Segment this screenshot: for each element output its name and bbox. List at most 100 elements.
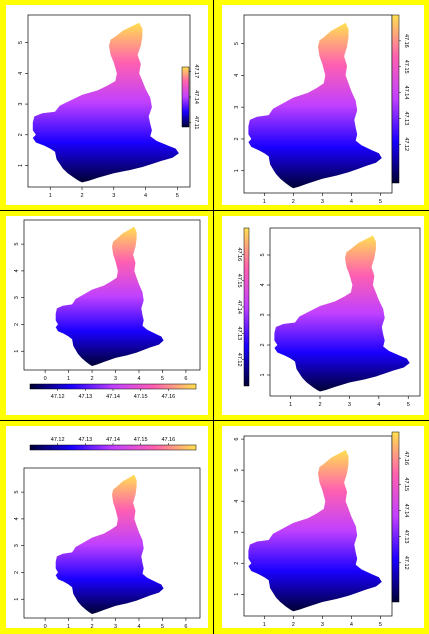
raster-region <box>32 22 179 183</box>
y-tick-label: 1 <box>14 350 20 353</box>
y-tick-label: 5 <box>14 243 20 246</box>
chart-svg: 1 2 3 4 5 1 2 3 4 5 47.11 47.14 47.17 <box>18 14 199 199</box>
grid-divider-row-1 <box>0 210 429 211</box>
legend-tick-label: 47.15 <box>134 437 148 443</box>
x-tick-label: 1 <box>263 622 266 628</box>
legend-tick-label: 47.15 <box>403 60 409 74</box>
y-tick-label: 4 <box>18 72 24 75</box>
y-tick-label: 2 <box>234 137 240 140</box>
legend-tick-label: 47.16 <box>236 247 242 261</box>
legend-tick-label: 47.14 <box>106 394 120 400</box>
legend-colorbar <box>29 383 197 390</box>
plot-frame <box>23 467 201 619</box>
x-tick-label: 1 <box>67 376 70 382</box>
legend-tick-label: 47.15 <box>236 274 242 288</box>
chart-svg: 1 2 3 4 5 1 2 3 4 5 47.12 47.13 47.14 47.15 47.16 <box>234 14 409 205</box>
legend-tick-label: 47.14 <box>403 86 409 100</box>
y-tick-label: 4 <box>234 74 240 77</box>
legend-tick-label: 47.11 <box>193 116 199 129</box>
legend-tick-label: 47.13 <box>236 326 242 340</box>
plot-frame <box>23 219 201 371</box>
legend-tick-label: 47.13 <box>78 437 92 443</box>
raster-region <box>274 235 410 392</box>
x-tick-label: 3 <box>348 402 351 408</box>
x-tick-label: 3 <box>114 624 117 628</box>
y-tick-label: 5 <box>260 253 266 256</box>
legend-tick-label: 47.12 <box>236 353 242 367</box>
x-tick-label: 4 <box>137 376 140 382</box>
x-tick-label: 6 <box>184 624 187 628</box>
chart-svg: 0 1 2 3 4 5 6 1 2 3 4 5 47.12 47.13 47.14 47.15 47.16 <box>14 437 201 628</box>
y-tick-label: 1 <box>260 373 266 376</box>
y-tick-label: 4 <box>14 517 20 520</box>
y-tick-label: 4 <box>234 500 240 503</box>
y-tick-label: 1 <box>234 169 240 172</box>
x-tick-label: 3 <box>321 199 324 205</box>
legend-tick-label: 47.14 <box>236 300 242 314</box>
y-tick-label: 4 <box>14 269 20 272</box>
x-tick-label: 5 <box>161 376 164 382</box>
x-tick-label: 3 <box>321 622 324 628</box>
x-tick-label: 2 <box>318 402 321 408</box>
y-tick-label: 5 <box>234 42 240 45</box>
legend-tick-label: 47.12 <box>403 556 409 570</box>
y-tick-label: 3 <box>260 313 266 316</box>
x-tick-label: 2 <box>292 199 295 205</box>
x-tick-label: 3 <box>114 376 117 382</box>
x-tick-label: 1 <box>49 193 52 199</box>
x-tick-label: 4 <box>137 624 140 628</box>
legend-tick-label: 47.16 <box>161 437 175 443</box>
y-tick-label: 2 <box>14 571 20 574</box>
x-tick-label: 0 <box>44 624 47 628</box>
legend-tick-label: 47.14 <box>106 437 120 443</box>
legend-tick-label: 47.13 <box>403 530 409 544</box>
x-tick-label: 1 <box>67 624 70 628</box>
legend-colorbar <box>181 66 190 128</box>
raster-region <box>248 22 382 189</box>
legend-tick-label: 47.12 <box>51 394 65 400</box>
legend-tick-label: 47.12 <box>403 137 409 151</box>
legend-tick-label: 47.14 <box>403 504 409 518</box>
y-tick-label: 2 <box>234 562 240 565</box>
chart-svg: 1 2 3 4 5 1 2 3 4 5 47.12 47.13 47.14 47.15 47.16 <box>236 227 421 408</box>
raster-region <box>248 450 382 612</box>
chart-panel-2: 1 2 3 4 5 1 2 3 4 5 47.12 47.13 47.14 47.15 47.16 <box>222 5 424 205</box>
y-tick-label: 3 <box>14 296 20 299</box>
y-tick-label: 4 <box>260 283 266 286</box>
x-tick-label: 5 <box>176 193 179 199</box>
y-tick-label: 2 <box>18 133 24 136</box>
x-tick-label: 4 <box>144 193 147 199</box>
x-tick-label: 1 <box>263 199 266 205</box>
y-tick-label: 3 <box>234 531 240 534</box>
x-tick-label: 5 <box>379 622 382 628</box>
y-tick-label: 1 <box>18 164 24 167</box>
y-tick-label: 2 <box>260 343 266 346</box>
legend-colorbar <box>391 14 400 184</box>
chart-panel-1: 1 2 3 4 5 1 2 3 4 5 47.11 47.14 47.17 <box>6 5 208 205</box>
legend-colorbar <box>243 227 250 387</box>
x-tick-label: 2 <box>292 622 295 628</box>
raster-region <box>55 226 164 366</box>
x-tick-label: 2 <box>80 193 83 199</box>
legend-colorbar <box>29 444 197 451</box>
legend-tick-label: 47.13 <box>78 394 92 400</box>
legend-tick-label: 47.16 <box>403 34 409 48</box>
y-tick-label: 3 <box>18 103 24 106</box>
chart-panel-5: 0 1 2 3 4 5 6 1 2 3 4 5 47.12 47.13 47.14 47.15 47.16 <box>6 426 208 628</box>
grid-divider-row-2 <box>0 420 429 421</box>
x-tick-label: 5 <box>161 624 164 628</box>
y-tick-label: 5 <box>14 491 20 494</box>
y-tick-label: 6 <box>234 438 240 441</box>
y-tick-label: 3 <box>234 106 240 109</box>
y-tick-label: 2 <box>14 323 20 326</box>
x-tick-label: 2 <box>91 624 94 628</box>
y-tick-label: 1 <box>14 598 20 601</box>
x-tick-label: 2 <box>91 376 94 382</box>
legend-tick-label: 47.16 <box>403 451 409 465</box>
x-tick-label: 1 <box>289 402 292 408</box>
y-tick-label: 3 <box>14 544 20 547</box>
y-tick-label: 5 <box>234 469 240 472</box>
chart-panel-3: 0 1 2 3 4 5 6 1 2 3 4 5 47.12 47.13 47.14 47.15 47.16 <box>6 216 208 415</box>
x-tick-label: 3 <box>112 193 115 199</box>
